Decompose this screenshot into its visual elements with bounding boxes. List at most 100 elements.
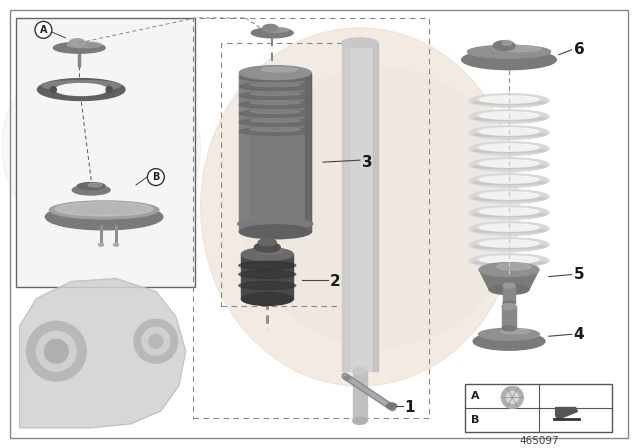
Ellipse shape bbox=[250, 127, 300, 131]
Ellipse shape bbox=[250, 73, 300, 78]
Ellipse shape bbox=[479, 144, 539, 151]
Ellipse shape bbox=[239, 225, 311, 239]
Ellipse shape bbox=[49, 201, 159, 219]
Ellipse shape bbox=[497, 263, 531, 270]
Ellipse shape bbox=[250, 100, 300, 104]
Bar bbox=[239, 73, 248, 232]
Ellipse shape bbox=[353, 368, 367, 375]
Ellipse shape bbox=[503, 283, 515, 288]
Ellipse shape bbox=[264, 27, 289, 32]
Ellipse shape bbox=[344, 376, 350, 380]
Ellipse shape bbox=[77, 182, 105, 190]
Ellipse shape bbox=[38, 78, 125, 100]
Ellipse shape bbox=[257, 249, 283, 254]
Ellipse shape bbox=[239, 100, 311, 108]
Ellipse shape bbox=[502, 326, 516, 331]
Ellipse shape bbox=[479, 256, 539, 263]
Ellipse shape bbox=[53, 42, 105, 53]
Bar bbox=[342, 43, 349, 371]
Text: 3: 3 bbox=[362, 155, 372, 170]
Ellipse shape bbox=[503, 301, 515, 306]
Ellipse shape bbox=[469, 190, 549, 203]
Ellipse shape bbox=[479, 208, 539, 215]
Ellipse shape bbox=[469, 126, 549, 139]
Ellipse shape bbox=[250, 109, 300, 113]
Bar bbox=[502, 306, 516, 328]
Ellipse shape bbox=[473, 100, 545, 105]
Ellipse shape bbox=[99, 243, 104, 246]
Ellipse shape bbox=[250, 82, 300, 86]
Circle shape bbox=[506, 392, 518, 403]
Circle shape bbox=[241, 68, 519, 346]
Ellipse shape bbox=[469, 110, 549, 123]
Ellipse shape bbox=[237, 219, 313, 229]
Circle shape bbox=[501, 387, 524, 408]
Polygon shape bbox=[20, 279, 186, 428]
Ellipse shape bbox=[387, 403, 397, 409]
Ellipse shape bbox=[467, 45, 550, 58]
Circle shape bbox=[106, 86, 112, 93]
Ellipse shape bbox=[69, 39, 85, 47]
Ellipse shape bbox=[45, 204, 163, 230]
Polygon shape bbox=[556, 408, 577, 419]
Bar bbox=[465, 384, 612, 432]
Ellipse shape bbox=[241, 248, 293, 261]
Bar bbox=[503, 285, 515, 303]
Ellipse shape bbox=[479, 328, 540, 340]
Text: 6: 6 bbox=[573, 42, 584, 57]
Circle shape bbox=[147, 168, 164, 185]
Bar bbox=[373, 43, 378, 371]
Ellipse shape bbox=[239, 109, 311, 117]
Ellipse shape bbox=[479, 176, 539, 183]
Ellipse shape bbox=[473, 133, 545, 137]
Ellipse shape bbox=[469, 238, 549, 251]
Text: 1: 1 bbox=[404, 401, 415, 415]
Ellipse shape bbox=[261, 67, 297, 72]
Ellipse shape bbox=[67, 42, 102, 48]
Ellipse shape bbox=[479, 224, 539, 231]
Circle shape bbox=[44, 339, 68, 363]
Ellipse shape bbox=[113, 243, 118, 246]
Ellipse shape bbox=[493, 41, 515, 51]
Ellipse shape bbox=[479, 112, 539, 119]
Ellipse shape bbox=[239, 118, 311, 126]
Circle shape bbox=[142, 327, 170, 355]
Ellipse shape bbox=[469, 158, 549, 171]
Ellipse shape bbox=[263, 24, 278, 31]
Circle shape bbox=[36, 331, 76, 371]
Ellipse shape bbox=[239, 66, 311, 80]
Ellipse shape bbox=[239, 127, 311, 135]
Ellipse shape bbox=[479, 263, 539, 276]
Circle shape bbox=[51, 86, 56, 93]
Ellipse shape bbox=[258, 239, 276, 246]
Circle shape bbox=[2, 48, 200, 247]
Bar bbox=[305, 73, 311, 232]
Ellipse shape bbox=[239, 73, 311, 82]
Ellipse shape bbox=[56, 84, 107, 95]
Ellipse shape bbox=[200, 28, 519, 386]
Ellipse shape bbox=[462, 50, 556, 69]
Ellipse shape bbox=[479, 128, 539, 135]
Text: A: A bbox=[471, 391, 480, 401]
Ellipse shape bbox=[239, 270, 296, 278]
Ellipse shape bbox=[473, 261, 545, 265]
Bar bbox=[342, 43, 378, 371]
Ellipse shape bbox=[473, 164, 545, 169]
Text: 465097: 465097 bbox=[519, 436, 559, 446]
Ellipse shape bbox=[473, 213, 545, 217]
Ellipse shape bbox=[479, 160, 539, 167]
Ellipse shape bbox=[42, 81, 121, 90]
Text: B: B bbox=[471, 415, 479, 425]
Polygon shape bbox=[479, 270, 539, 289]
Ellipse shape bbox=[479, 96, 539, 103]
Ellipse shape bbox=[479, 192, 539, 199]
Text: 4: 4 bbox=[573, 327, 584, 342]
Circle shape bbox=[134, 319, 178, 363]
Ellipse shape bbox=[469, 174, 549, 187]
Ellipse shape bbox=[473, 197, 545, 201]
Bar bbox=[15, 18, 195, 287]
Ellipse shape bbox=[479, 240, 539, 247]
Ellipse shape bbox=[239, 261, 296, 269]
Ellipse shape bbox=[493, 46, 541, 52]
Ellipse shape bbox=[473, 181, 545, 185]
